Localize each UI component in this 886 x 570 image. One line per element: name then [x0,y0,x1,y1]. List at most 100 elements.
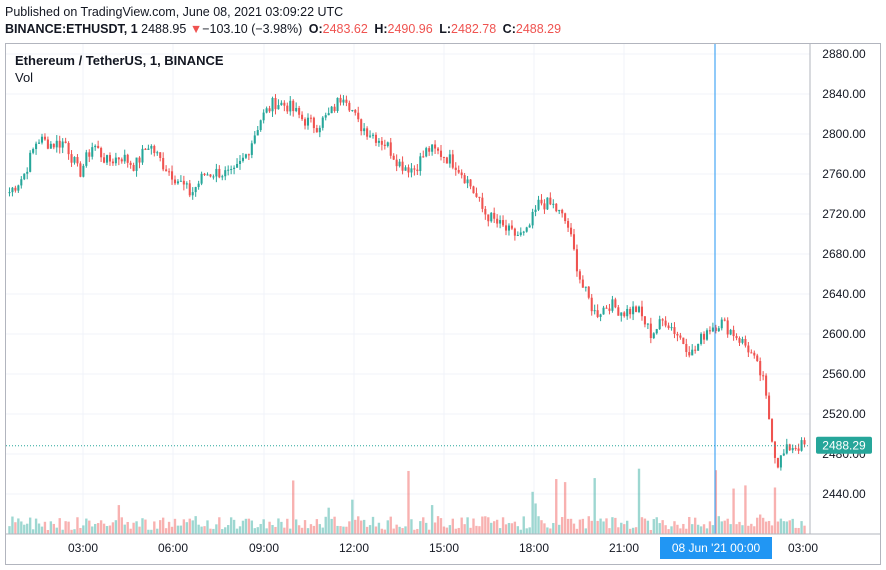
volume-bar [522,516,525,534]
volume-bar [738,521,741,534]
candle-body [454,167,457,171]
volume-bar [416,528,419,534]
candle-body [608,308,611,311]
volume-bar [658,523,661,534]
volume-bar [37,523,41,534]
candle-body [17,185,20,191]
candle-body [676,333,679,336]
volume-bar [197,524,200,534]
open-label: O: [308,22,323,36]
chart-frame[interactable]: 2880.00 2840.00 2800.00 2760.00 2720.00 2680.… [5,43,881,565]
volume-bar [20,521,23,534]
volume-bar [123,524,126,534]
volume-bar [637,468,641,534]
volume-bar [221,529,224,534]
candle-body [510,225,513,229]
volume-bar [250,520,254,534]
volume-bar [73,529,76,534]
volume-bar [756,517,759,534]
volume-bar [540,520,543,534]
candle-body [209,174,212,177]
candle-body [564,213,567,222]
candle-body [460,172,463,176]
volume-bar [176,525,180,534]
candle-body [129,162,132,165]
volume-bar [779,518,783,534]
candle-body [37,142,41,144]
candle-body [265,108,268,113]
volume-bar [430,505,434,534]
volume-bar [395,524,398,534]
volume-bar [144,519,147,534]
candle-body [667,325,670,329]
candle-body [250,143,253,155]
volume-bar [691,524,694,534]
candle-body [14,187,17,191]
candle-body [694,349,697,351]
candle-body [685,343,688,353]
volume-bar [46,529,50,534]
candle-body [661,319,664,321]
candle-body [590,297,593,312]
candle-body [11,187,14,193]
candle-body [513,228,516,236]
candle-body [487,214,490,222]
volume-bar [726,518,729,534]
volume-bar [191,520,194,534]
candle-body [259,120,262,131]
candle-body [295,107,298,112]
candle-body [691,349,694,356]
volume-bar [67,521,70,534]
volume-bar [785,521,788,534]
volume-bar [702,524,706,534]
candle-body [43,136,46,140]
volume-bar [203,526,206,534]
volume-bar [297,525,301,534]
volume-bar [105,526,109,534]
candle-body [218,168,221,178]
candle-body [581,279,584,288]
candle-body [463,175,466,184]
candle-body [726,320,729,335]
candle-body [708,330,711,332]
volume-bar [253,528,256,534]
volume-bar [560,517,564,534]
volume-bar [31,529,35,534]
candle-body [82,165,85,177]
candle-body [643,316,646,325]
volume-bar [463,524,466,534]
volume-bar [714,470,718,534]
candle-body [744,338,747,346]
volume-bar [371,516,375,534]
volume-bar [552,523,555,534]
volume-bar [744,485,747,534]
candle-body [221,176,224,178]
candle-body [803,440,806,445]
volume-bar [324,516,327,534]
change-label: −103.10 (−3.98%) [202,22,303,36]
volume-bar [596,520,599,534]
volume-bar [667,529,670,534]
volume-bar [599,518,602,534]
candle-body [91,147,94,157]
candle-body [303,119,307,126]
candle-body [156,152,159,154]
volume-bar [605,518,608,534]
candle-body [469,179,472,187]
price-chart[interactable]: 2880.00 2840.00 2800.00 2760.00 2720.00 2680.… [6,44,880,564]
candle-body [504,225,508,231]
volume-bar [516,526,520,534]
candle-body [73,157,76,163]
volume-bar [519,529,522,534]
candle-body [165,169,168,172]
volume-bar [315,519,319,534]
volume-bar [631,527,635,534]
volume-bar [206,520,209,534]
volume-bar [593,478,596,534]
volume-bar [640,517,644,534]
volume-bar [422,517,425,534]
candle-body [797,448,800,451]
volume-bar [685,528,688,534]
down-arrow-icon: ▼ [189,22,203,36]
candle-body [723,319,726,321]
